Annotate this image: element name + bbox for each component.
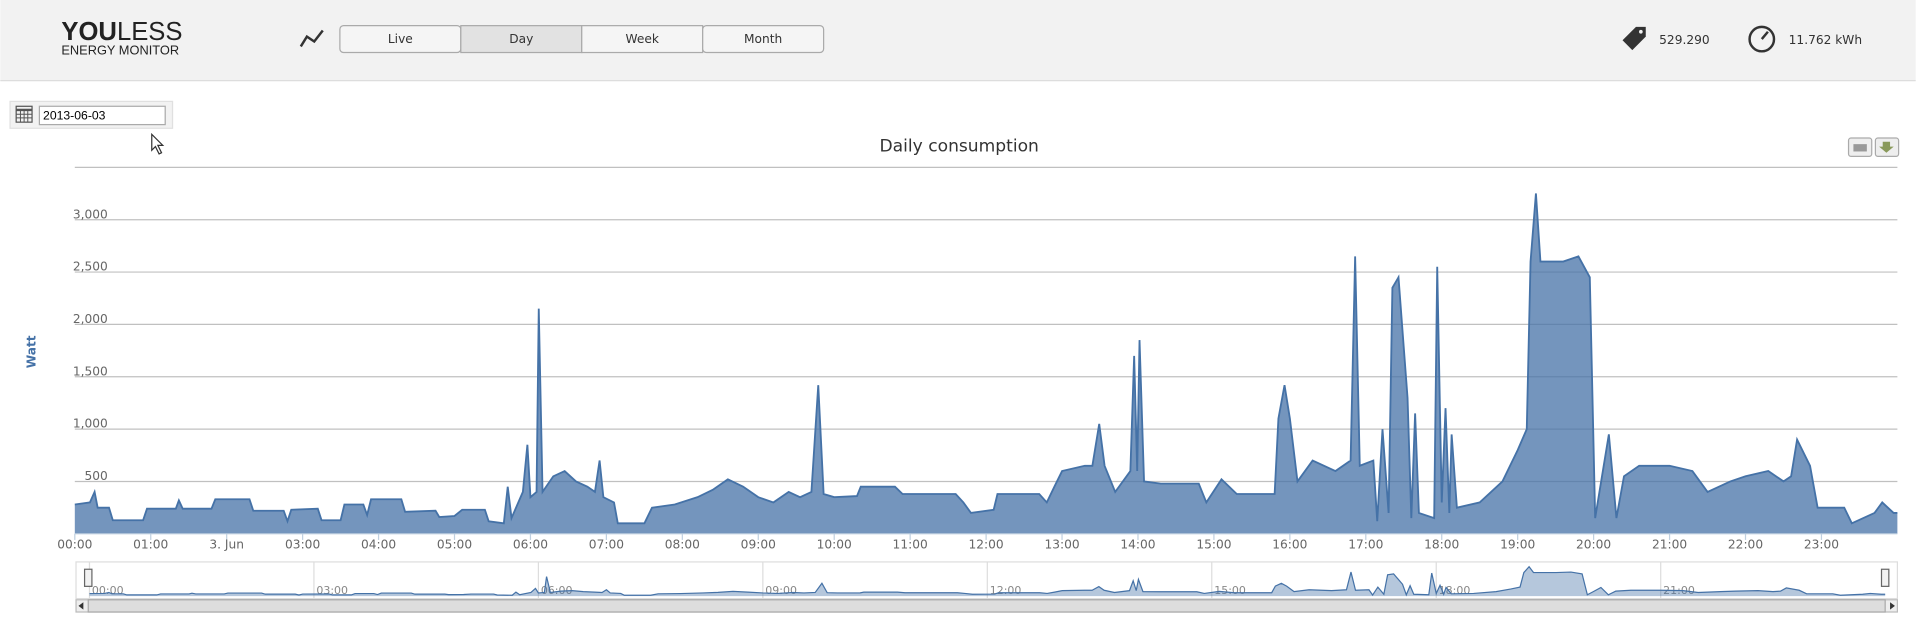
x-tick-label: 13:00 bbox=[1044, 537, 1079, 551]
tab-label: Live bbox=[388, 32, 413, 46]
x-tick-label: 15:00 bbox=[1196, 537, 1231, 551]
chart-icon bbox=[299, 29, 324, 48]
y-tick-label: 3,000 bbox=[73, 207, 108, 221]
x-tick-label: 22:00 bbox=[1728, 537, 1763, 551]
x-tick-label: 20:00 bbox=[1576, 537, 1611, 551]
x-tick-label: 3. Jun bbox=[209, 537, 244, 551]
tab[interactable] bbox=[702, 25, 825, 54]
x-tick-label: 11:00 bbox=[893, 537, 928, 551]
print-button[interactable] bbox=[1847, 137, 1873, 157]
export-button[interactable] bbox=[1874, 137, 1900, 157]
logo-bold: YOU bbox=[61, 18, 117, 46]
y-tick-label: 2,500 bbox=[73, 260, 108, 274]
header-bar bbox=[0, 0, 1916, 81]
counter: 529.290 bbox=[1659, 33, 1709, 47]
logo: YOULESS bbox=[61, 18, 182, 46]
x-tick-label: 06:00 bbox=[513, 537, 548, 551]
x-tick-label: 00:00 bbox=[57, 537, 92, 551]
area-fill bbox=[74, 193, 1898, 534]
x-tick-label: 05:00 bbox=[437, 537, 472, 551]
scrollbar-thumb[interactable] bbox=[87, 599, 1886, 613]
x-tick-label: 07:00 bbox=[589, 537, 624, 551]
x-tick-label: 21:00 bbox=[1652, 537, 1687, 551]
nav-handle-left[interactable] bbox=[83, 568, 93, 587]
logo-light: LESS bbox=[117, 18, 183, 46]
tab[interactable] bbox=[581, 25, 704, 54]
y-tick-label: 1,500 bbox=[73, 364, 108, 378]
nav-tick-label: 09:00 bbox=[765, 584, 797, 597]
x-tick-label: 19:00 bbox=[1500, 537, 1535, 551]
area-fill bbox=[89, 566, 1886, 597]
x-tick-label: 14:00 bbox=[1120, 537, 1155, 551]
tab-label: Day bbox=[509, 32, 533, 46]
tab-label: Week bbox=[626, 32, 660, 46]
gauge-icon bbox=[1748, 25, 1776, 53]
y-axis-title: Watt bbox=[25, 335, 39, 368]
calendar-icon[interactable] bbox=[15, 105, 33, 123]
x-tick-label: 12:00 bbox=[969, 537, 1004, 551]
date-input[interactable] bbox=[38, 105, 166, 126]
x-tick-label: 17:00 bbox=[1348, 537, 1383, 551]
x-tick-label: 03:00 bbox=[285, 537, 320, 551]
x-tick-label: 04:00 bbox=[361, 537, 396, 551]
x-tick-label: 16:00 bbox=[1272, 537, 1307, 551]
x-tick-label: 09:00 bbox=[741, 537, 776, 551]
navigator-content: 00:00 03:00 06:00 09:00 12:00 15:00 18:00 21:00 bbox=[88, 561, 1886, 599]
y-tick-label: 2,000 bbox=[73, 312, 108, 326]
energy: 11.762 kWh bbox=[1789, 33, 1862, 47]
x-tick-label: 08:00 bbox=[665, 537, 700, 551]
price-icon bbox=[1622, 26, 1646, 51]
cursor bbox=[151, 132, 165, 155]
chart-title: Daily consumption bbox=[880, 137, 1039, 157]
y-tick-label: 1,000 bbox=[73, 417, 108, 431]
logo-subtitle: ENERGY MONITOR bbox=[61, 43, 179, 58]
x-tick-label: 23:00 bbox=[1804, 537, 1839, 551]
plot: 500 1,000 1,500 2,000 2,500 3,000 00:00 01:00 3.… bbox=[57, 193, 1898, 551]
x-tick-label: 10:00 bbox=[817, 537, 852, 551]
tab-label: Month bbox=[744, 32, 782, 46]
tabs: Live Day Week Month bbox=[339, 25, 825, 54]
x-tick-label: 18:00 bbox=[1424, 537, 1459, 551]
y-tick-label: 500 bbox=[84, 469, 107, 483]
date-value: 2013-06-03 bbox=[43, 108, 106, 122]
x-tick-label: 01:00 bbox=[133, 537, 168, 551]
tab[interactable] bbox=[460, 25, 583, 54]
nav-tick-label: 15:00 bbox=[1214, 584, 1246, 597]
nav-tick-label: 12:00 bbox=[990, 584, 1022, 597]
area-line bbox=[74, 193, 1898, 525]
nav-handle-right[interactable] bbox=[1880, 568, 1890, 587]
area-line bbox=[89, 565, 1886, 597]
